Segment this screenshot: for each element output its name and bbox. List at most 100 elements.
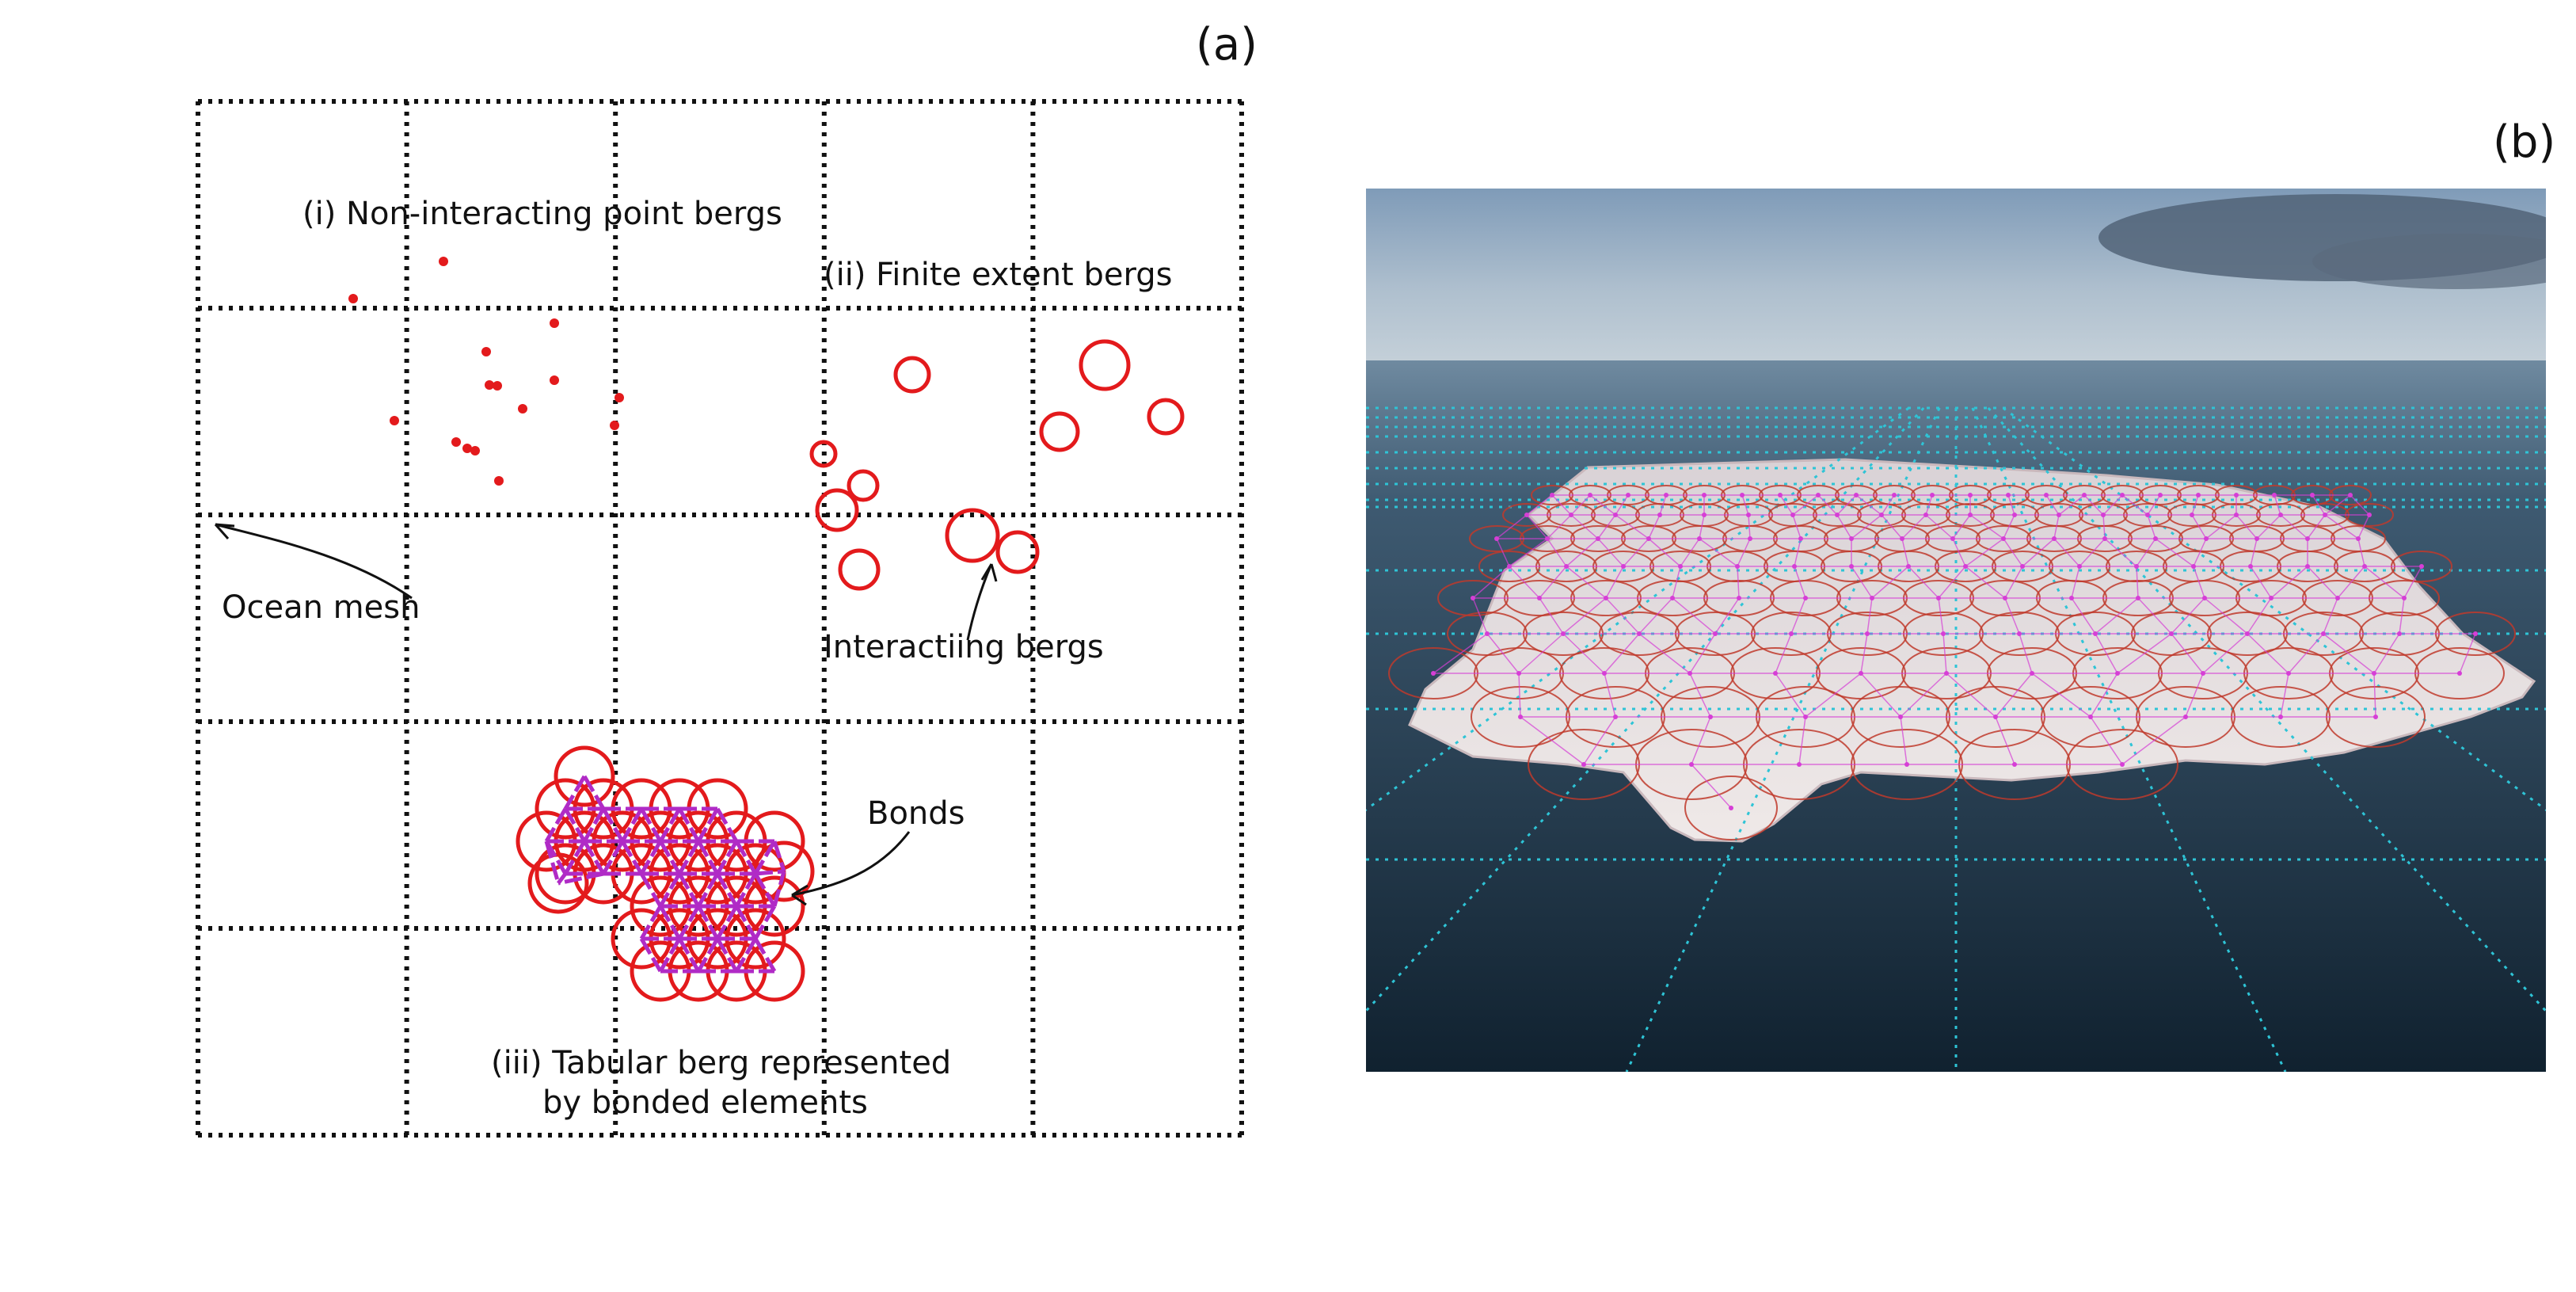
bond	[772, 840, 786, 872]
photo-bond	[1805, 673, 1862, 718]
photo-bond	[1860, 633, 1868, 674]
bond	[620, 807, 644, 843]
photo-bond	[2104, 538, 2137, 567]
photo-bond	[1699, 538, 1738, 567]
photo-bond	[1570, 494, 1591, 516]
photo-bond	[2031, 673, 2091, 718]
photo-bond	[2079, 538, 2106, 567]
photo-bond	[1547, 514, 1572, 539]
point-berg	[610, 421, 619, 430]
photo-bond	[1748, 514, 1751, 539]
photo-bond	[2459, 633, 2476, 674]
photo-bond	[1604, 673, 1616, 718]
photo-bond	[2058, 494, 2085, 516]
photo-bond	[2019, 633, 2033, 674]
bond	[734, 840, 758, 875]
photo-bond	[2136, 538, 2156, 567]
photo-bond	[2004, 566, 2023, 599]
bond	[734, 937, 758, 973]
bond	[544, 840, 561, 884]
photo-bond	[2270, 566, 2308, 599]
photo-bond	[1691, 716, 1711, 765]
bond	[715, 840, 739, 875]
point-berg	[550, 318, 559, 328]
photo-bond	[2137, 597, 2172, 635]
iceberg-photo	[1366, 189, 2546, 1072]
photo-bond	[1817, 494, 1838, 516]
photo-bond	[1952, 538, 1966, 567]
bond	[755, 869, 785, 876]
photo-bond	[2373, 673, 2376, 718]
photo-bond	[2274, 494, 2281, 516]
photo-bond	[1942, 633, 1947, 674]
bond	[734, 872, 758, 908]
label-tabular-line1: (iii) Tabular berg represented	[491, 1045, 951, 1081]
bond	[677, 840, 701, 875]
finite-berg	[815, 488, 859, 532]
photo-bond	[2185, 673, 2204, 718]
photo-bond	[1965, 538, 2004, 567]
photo-bond	[1472, 597, 1488, 635]
photo-bond	[1689, 673, 1711, 718]
photo-bond	[1539, 597, 1564, 635]
photo-bond	[2323, 633, 2375, 674]
arrow-bonds	[791, 831, 911, 897]
photo-bond	[1714, 597, 1740, 635]
bond	[639, 905, 663, 940]
photo-bond	[1969, 514, 2004, 539]
photo-bond	[1866, 597, 1873, 635]
point-berg	[390, 416, 399, 425]
photo-bond	[1691, 764, 1732, 809]
photo-bond	[1570, 514, 1599, 539]
point-berg	[451, 437, 461, 447]
photo-bond	[1472, 566, 1510, 599]
photo-bond	[1496, 514, 1528, 539]
annotation-arrows	[214, 523, 998, 906]
finite-berg	[995, 530, 1040, 574]
photo-bond	[2193, 538, 2207, 567]
bond	[563, 775, 587, 810]
photo-bond	[2155, 538, 2194, 567]
grid-line-perspective	[1987, 406, 2546, 1013]
photo-element	[1684, 776, 1778, 840]
photo-bond	[1562, 597, 1607, 635]
photo-bond	[2171, 633, 2204, 674]
photo-bond	[2256, 514, 2281, 539]
photo-bond	[1433, 633, 1488, 674]
photo-bond	[1562, 633, 1605, 674]
point-berg	[494, 476, 504, 486]
photo-bond	[2102, 514, 2106, 539]
photo-bond	[1952, 514, 1971, 539]
photo-bond	[1901, 514, 1927, 539]
photo-bond	[2147, 514, 2156, 539]
photo-bond	[2147, 494, 2161, 516]
bond	[658, 840, 682, 875]
photo-bond	[2171, 597, 2205, 635]
label-finite-bergs: (ii) Finite extent bergs	[824, 257, 1172, 293]
photo-bond	[1615, 514, 1649, 539]
bond	[563, 807, 587, 843]
photo-bond	[1672, 597, 1716, 635]
photo-bond	[1615, 494, 1629, 516]
finite-berg	[1079, 339, 1131, 391]
photo-bond	[1836, 514, 1852, 539]
bond	[582, 840, 606, 875]
photo-bond	[2250, 566, 2272, 599]
photo-bond	[1855, 494, 1882, 516]
photo-bond	[2053, 538, 2080, 567]
bond	[696, 905, 720, 940]
photo-bond	[1946, 673, 1996, 718]
photo-bond	[2003, 538, 2023, 567]
photo-bond	[2403, 566, 2422, 599]
photo-bond	[2136, 566, 2139, 599]
bond	[753, 937, 777, 973]
photo-bond	[1680, 538, 1700, 567]
photo-bond	[1648, 514, 1661, 539]
photo-bond	[2191, 514, 2207, 539]
point-berg	[348, 294, 358, 303]
bond	[677, 937, 701, 973]
bond	[658, 872, 682, 908]
photo-bond	[2090, 673, 2118, 718]
bond	[620, 840, 644, 875]
bond	[563, 840, 587, 875]
